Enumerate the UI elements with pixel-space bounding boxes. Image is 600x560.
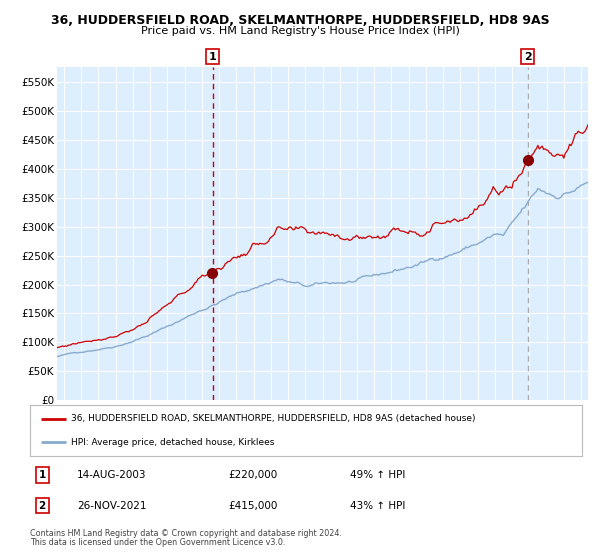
Text: 36, HUDDERSFIELD ROAD, SKELMANTHORPE, HUDDERSFIELD, HD8 9AS (detached house): 36, HUDDERSFIELD ROAD, SKELMANTHORPE, HU…: [71, 414, 476, 423]
Text: 1: 1: [38, 470, 46, 480]
Text: £415,000: £415,000: [229, 501, 278, 511]
Text: 26-NOV-2021: 26-NOV-2021: [77, 501, 146, 511]
Text: Contains HM Land Registry data © Crown copyright and database right 2024.: Contains HM Land Registry data © Crown c…: [30, 529, 342, 538]
Text: 43% ↑ HPI: 43% ↑ HPI: [350, 501, 406, 511]
Text: Price paid vs. HM Land Registry's House Price Index (HPI): Price paid vs. HM Land Registry's House …: [140, 26, 460, 36]
Text: 36, HUDDERSFIELD ROAD, SKELMANTHORPE, HUDDERSFIELD, HD8 9AS: 36, HUDDERSFIELD ROAD, SKELMANTHORPE, HU…: [50, 14, 550, 27]
Text: HPI: Average price, detached house, Kirklees: HPI: Average price, detached house, Kirk…: [71, 438, 275, 447]
Text: £220,000: £220,000: [229, 470, 278, 480]
Text: 2: 2: [524, 52, 532, 62]
Text: 2: 2: [38, 501, 46, 511]
Text: 14-AUG-2003: 14-AUG-2003: [77, 470, 146, 480]
Text: 1: 1: [209, 52, 217, 62]
Text: This data is licensed under the Open Government Licence v3.0.: This data is licensed under the Open Gov…: [30, 538, 286, 547]
Text: 49% ↑ HPI: 49% ↑ HPI: [350, 470, 406, 480]
